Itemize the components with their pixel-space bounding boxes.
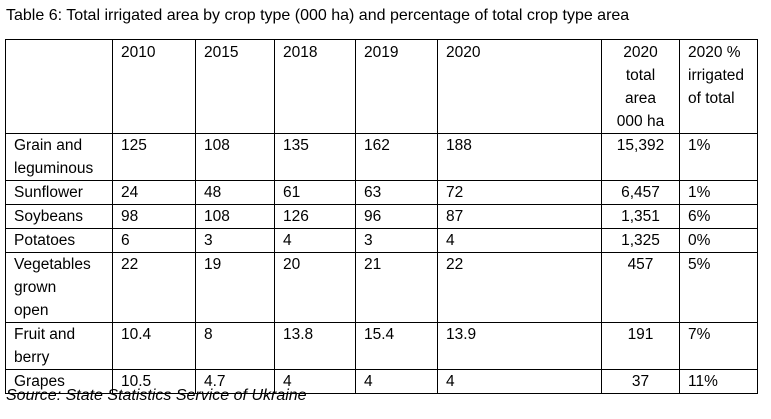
source-note: Source: State Statistics Service of Ukra… [6,387,307,404]
value-cell: 37 [601,369,680,394]
value-cell: 72 [437,180,602,205]
value-cell: 63 [355,180,438,205]
crop-name-cell: Grapes [5,369,113,394]
table-row: Fruit and berry 10.4 8 13.8 15.4 13.9 191 7% [5,322,758,370]
value-cell: 162 [355,133,438,181]
value-cell: 5% [679,252,758,323]
value-cell: 1,351 [601,204,680,229]
value-cell: 20 [274,252,356,323]
value-cell: 13.8 [274,322,356,370]
crop-name-cell: Grain and leguminous [5,133,113,181]
value-cell: 48 [195,180,275,205]
crop-name-cell: Potatoes [5,228,113,253]
value-cell: 108 [195,133,275,181]
value-cell: 4 [274,228,356,253]
value-cell: 22 [112,252,196,323]
crop-name-cell: Fruit and berry [5,322,113,370]
header-cell-2020: 2020 [437,39,602,134]
value-cell: 135 [274,133,356,181]
value-cell: 96 [355,204,438,229]
value-cell: 4 [437,228,602,253]
crop-name-cell: Sunflower [5,180,113,205]
value-cell: 1% [679,180,758,205]
value-cell: 3 [355,228,438,253]
header-cell-2010: 2010 [112,39,196,134]
value-cell: 457 [601,252,680,323]
value-cell: 4 [274,369,356,394]
value-cell: 10.5 [112,369,196,394]
header-cell-2018: 2018 [274,39,356,134]
value-cell: 0% [679,228,758,253]
value-cell: 1% [679,133,758,181]
table-row: Potatoes 6 3 4 3 4 1,325 0% [5,228,758,253]
value-cell: 6,457 [601,180,680,205]
value-cell: 3 [195,228,275,253]
table-caption: Table 6: Total irrigated area by crop ty… [6,7,630,24]
value-cell: 191 [601,322,680,370]
value-cell: 98 [112,204,196,229]
value-cell: 15.4 [355,322,438,370]
crop-name-cell: Vegetables grown open [5,252,113,323]
value-cell: 21 [355,252,438,323]
value-cell: 10.4 [112,322,196,370]
value-cell: 15,392 [601,133,680,181]
value-cell: 13.9 [437,322,602,370]
value-cell: 19 [195,252,275,323]
value-cell: 4 [355,369,438,394]
header-cell-crop [5,39,113,134]
table-row: Soybeans 98 108 126 96 87 1,351 6% [5,204,758,229]
header-cell-pct-irrigated: 2020 % irrigated of total [679,39,758,134]
value-cell: 24 [112,180,196,205]
value-cell: 125 [112,133,196,181]
crop-name-cell: Soybeans [5,204,113,229]
value-cell: 6% [679,204,758,229]
value-cell: 108 [195,204,275,229]
value-cell: 1,325 [601,228,680,253]
value-cell: 188 [437,133,602,181]
value-cell: 61 [274,180,356,205]
value-cell: 22 [437,252,602,323]
value-cell: 8 [195,322,275,370]
table-row: Grain and leguminous 125 108 135 162 188 15,392… [5,133,758,181]
header-cell-2015: 2015 [195,39,275,134]
table-row: Grapes 10.5 4.7 4 4 4 37 11% [5,369,758,394]
value-cell: 7% [679,322,758,370]
value-cell: 11% [679,369,758,394]
value-cell: 87 [437,204,602,229]
irrigation-table: 2010 2015 2018 2019 2020 2020 total area… [5,39,758,394]
header-cell-2019: 2019 [355,39,438,134]
header-row: 2010 2015 2018 2019 2020 2020 total area… [5,39,758,134]
value-cell: 6 [112,228,196,253]
value-cell: 4 [437,369,602,394]
header-cell-total-area: 2020 total area 000 ha [601,39,680,134]
value-cell: 126 [274,204,356,229]
table-row: Sunflower 24 48 61 63 72 6,457 1% [5,180,758,205]
table-row: Vegetables grown open 22 19 20 21 22 457 5% [5,252,758,323]
